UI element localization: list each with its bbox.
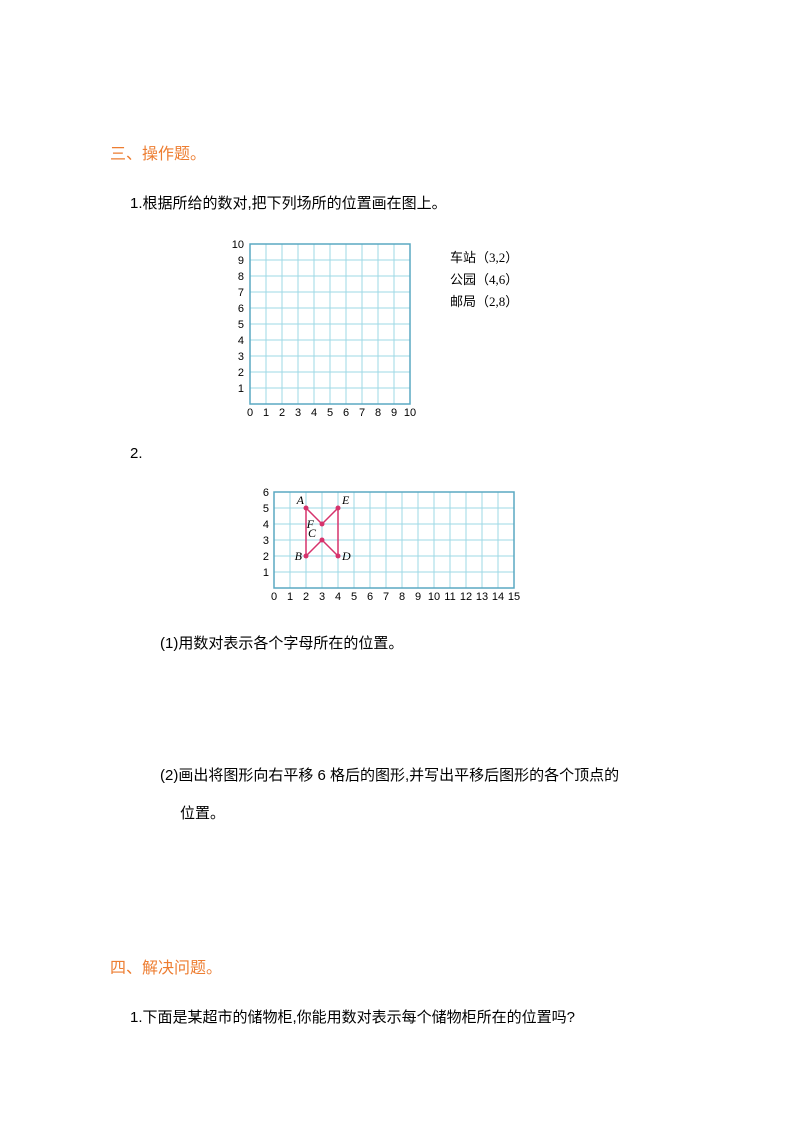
svg-text:E: E <box>341 493 350 507</box>
svg-text:5: 5 <box>327 407 333 419</box>
svg-text:2: 2 <box>263 551 269 563</box>
svg-text:5: 5 <box>238 319 244 331</box>
svg-text:8: 8 <box>238 271 244 283</box>
q3-2-sub2b: 位置。 <box>180 802 690 826</box>
q3-2-sub1: (1)用数对表示各个字母所在的位置。 <box>160 632 690 656</box>
figure-2-svg: 0123456789101112131415123456ABCDEF <box>250 484 540 614</box>
figure-1-svg: 01234567891012345678910车站（3,2）公园（4,6）邮局（… <box>220 234 580 424</box>
q3-2-text: 2. <box>130 442 690 466</box>
svg-text:9: 9 <box>415 591 421 603</box>
svg-text:公园（4,6）: 公园（4,6） <box>450 272 518 287</box>
svg-text:0: 0 <box>247 407 253 419</box>
svg-text:2: 2 <box>303 591 309 603</box>
svg-text:A: A <box>296 493 305 507</box>
svg-text:4: 4 <box>335 591 341 603</box>
svg-text:12: 12 <box>460 591 472 603</box>
svg-text:3: 3 <box>295 407 301 419</box>
svg-text:4: 4 <box>263 519 269 531</box>
svg-text:7: 7 <box>383 591 389 603</box>
svg-text:4: 4 <box>238 335 244 347</box>
q4-1-text: 1.下面是某超市的储物柜,你能用数对表示每个储物柜所在的位置吗? <box>130 1006 690 1030</box>
svg-text:10: 10 <box>404 407 416 419</box>
svg-text:1: 1 <box>263 567 269 579</box>
svg-text:3: 3 <box>263 535 269 547</box>
svg-text:8: 8 <box>375 407 381 419</box>
svg-text:0: 0 <box>271 591 277 603</box>
svg-text:6: 6 <box>263 487 269 499</box>
svg-text:13: 13 <box>476 591 488 603</box>
svg-text:D: D <box>341 549 351 563</box>
svg-text:6: 6 <box>343 407 349 419</box>
svg-text:14: 14 <box>492 591 504 603</box>
svg-text:9: 9 <box>238 255 244 267</box>
svg-text:车站（3,2）: 车站（3,2） <box>450 250 518 265</box>
svg-text:6: 6 <box>367 591 373 603</box>
svg-text:2: 2 <box>279 407 285 419</box>
svg-text:1: 1 <box>287 591 293 603</box>
q3-2-sub2: (2)画出将图形向右平移 6 格后的图形,并写出平移后图形的各个顶点的 <box>160 764 690 788</box>
svg-text:6: 6 <box>238 303 244 315</box>
svg-text:3: 3 <box>238 351 244 363</box>
svg-text:1: 1 <box>238 383 244 395</box>
svg-text:邮局（2,8）: 邮局（2,8） <box>450 294 518 309</box>
svg-text:9: 9 <box>391 407 397 419</box>
q3-1-text: 1.根据所给的数对,把下列场所的位置画在图上。 <box>130 192 690 216</box>
figure-2-wrap: 0123456789101112131415123456ABCDEF <box>250 484 690 614</box>
svg-text:8: 8 <box>399 591 405 603</box>
svg-text:2: 2 <box>238 367 244 379</box>
section-4-heading: 四、解决问题。 <box>110 954 690 978</box>
svg-text:F: F <box>306 517 315 531</box>
svg-text:10: 10 <box>428 591 440 603</box>
svg-text:4: 4 <box>311 407 317 419</box>
svg-text:15: 15 <box>508 591 520 603</box>
svg-text:B: B <box>295 549 303 563</box>
figure-1-wrap: 01234567891012345678910车站（3,2）公园（4,6）邮局（… <box>110 234 690 424</box>
svg-text:7: 7 <box>359 407 365 419</box>
svg-text:1: 1 <box>263 407 269 419</box>
svg-text:7: 7 <box>238 287 244 299</box>
svg-text:5: 5 <box>351 591 357 603</box>
svg-text:3: 3 <box>319 591 325 603</box>
svg-text:10: 10 <box>232 239 244 251</box>
svg-text:5: 5 <box>263 503 269 515</box>
svg-text:11: 11 <box>444 591 455 603</box>
section-3-heading: 三、操作题。 <box>110 140 690 164</box>
